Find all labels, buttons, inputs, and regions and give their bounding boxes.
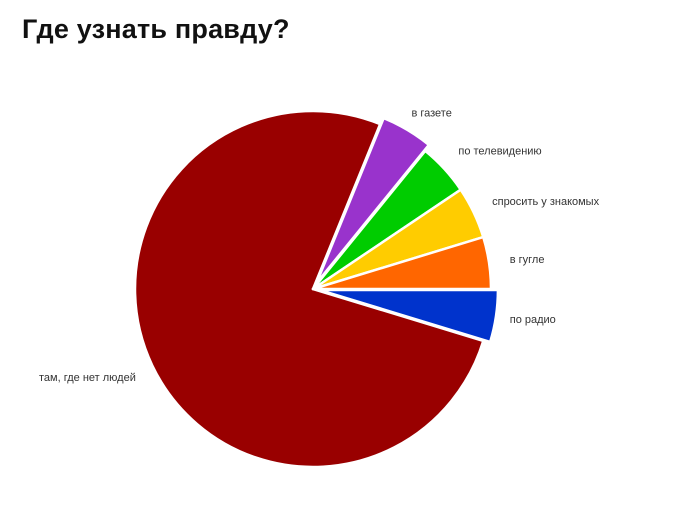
pie-slices — [133, 109, 500, 469]
pie-labels: по радио там, где нет людей в газете по тел… — [39, 108, 600, 384]
pie-label-3: по телевидению — [458, 146, 541, 158]
pie-label-1: там, где нет людей — [39, 372, 136, 384]
pie-slice-2 — [315, 116, 431, 285]
pie-slice-1 — [133, 109, 485, 469]
chart-title: Где узнать правду? — [22, 14, 290, 44]
pie-slice-0 — [318, 288, 500, 344]
pie-label-0: по радио — [510, 314, 556, 326]
pie-slice-5 — [311, 235, 493, 291]
pie-label-2: в газете — [411, 108, 451, 120]
pie-label-4: спросить у знакомых — [492, 196, 599, 208]
pie-label-5: в гугле — [510, 254, 545, 266]
